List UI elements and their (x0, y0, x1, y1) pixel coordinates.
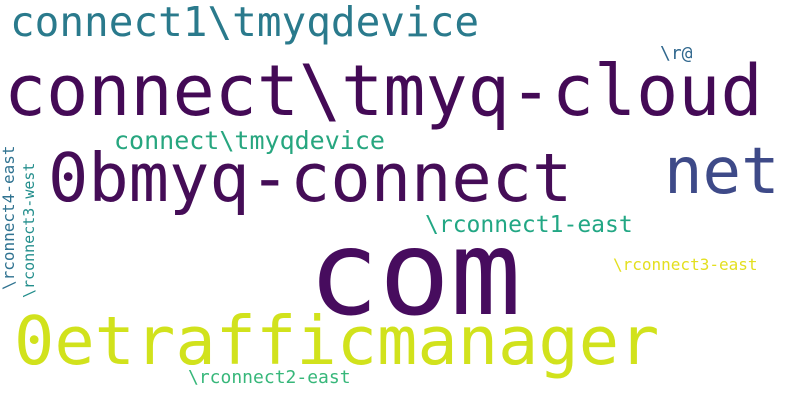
word-rconnect1-east: \rconnect1-east (425, 212, 633, 238)
word-rconnect3-east: \rconnect3-east (613, 255, 758, 274)
word-connect1-tmyqdevice: connect1\tmyqdevice (10, 0, 479, 46)
word-rconnect2-east: \rconnect2-east (188, 367, 351, 388)
word-rconnect3-west: \rconnect3-west (20, 162, 38, 298)
word-connect-tmyqdevice: connect\tmyqdevice (114, 126, 385, 155)
word-connect-tmyq-cloud: connect\tmyq-cloud (4, 50, 763, 132)
word-com: com (308, 204, 522, 342)
word-net: net (664, 135, 780, 209)
word-0bmyq-connect: 0bmyq-connect (48, 139, 573, 217)
word-0etrafficmanager: 0etrafficmanager (14, 302, 660, 380)
word-r-at: \r@ (660, 43, 693, 64)
word-rconnect4-east: \rconnect4-east (0, 145, 18, 291)
